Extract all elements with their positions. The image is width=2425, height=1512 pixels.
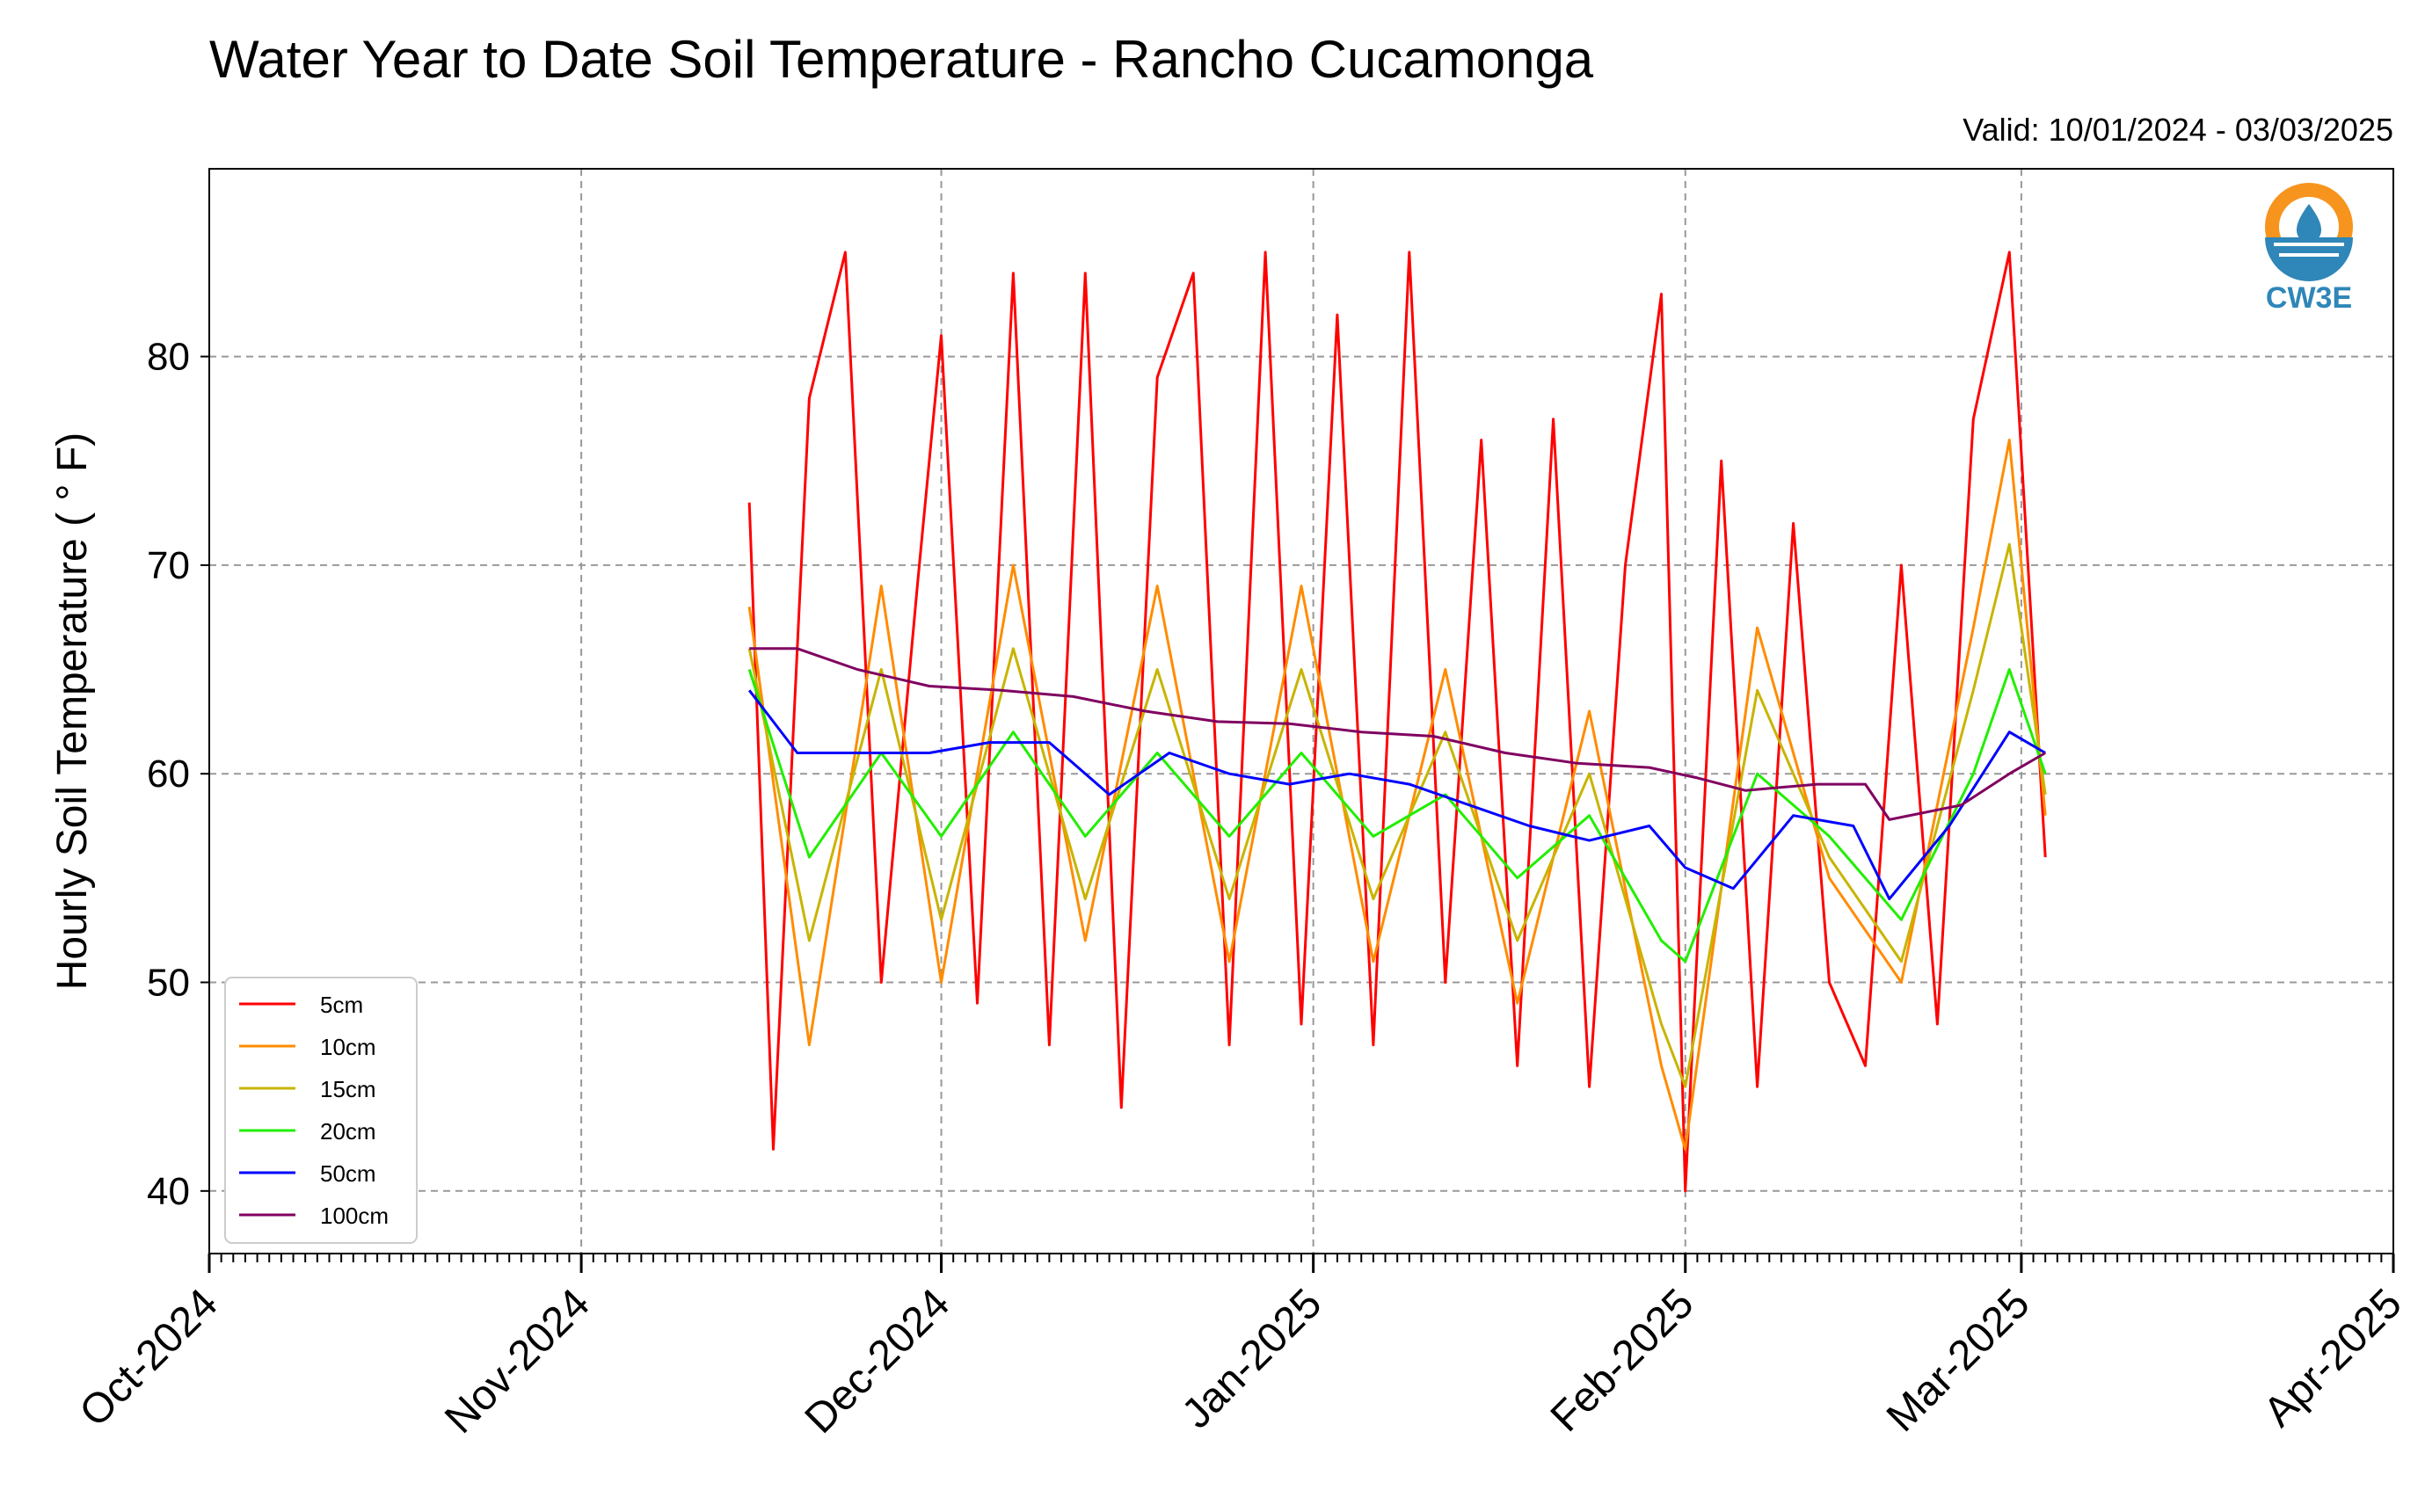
x-tick-label: Mar-2025 [1878,1280,2039,1441]
x-tick-label: Oct-2024 [71,1280,227,1436]
x-tick-label: Nov-2024 [436,1280,599,1443]
water-drop-icon [2297,204,2321,243]
series-line-15cm [747,542,2047,1088]
y-tick-label: 80 [147,336,190,379]
series-line-5cm [747,251,2047,1193]
y-tick-label: 40 [147,1170,190,1213]
logo-wave-lines [2274,243,2344,257]
logo-text: CW3E [2266,281,2352,315]
legend: 5cm 10cm 15cm 20cm 50cm 100cm [224,977,418,1244]
series-line-20cm [747,668,2047,963]
legend-label-50cm: 50cm [320,1160,376,1187]
series-line-100cm [749,647,2046,821]
plot-frame [208,168,2394,1254]
x-tick-label: Apr-2025 [2255,1280,2411,1436]
x-axis: Oct-2024 Nov-2024 Dec-2024 Jan-2025 Feb-2025… [71,1254,2411,1443]
legend-label-100cm: 100cm [320,1203,389,1229]
y-tick-label: 50 [147,962,190,1005]
legend-label-10cm: 10cm [320,1034,376,1060]
series-lines [747,251,2047,1193]
grid-lines [209,169,2393,1254]
legend-box [224,977,418,1244]
x-tick-label: Dec-2024 [797,1280,959,1443]
y-axis-label: Hourly Soil Temperature ( ° F) [49,433,96,991]
valid-date-range: Valid: 10/01/2024 - 03/03/2025 [1963,112,2393,148]
y-axis: 40 50 60 70 80 [147,336,209,1213]
series-line-50cm [748,689,2046,901]
legend-label-15cm: 15cm [320,1076,376,1102]
legend-label-20cm: 20cm [320,1118,376,1145]
series-line-10cm [747,439,2047,1151]
cw3e-logo: CW3E [2265,183,2353,315]
x-tick-label: Jan-2025 [1173,1280,1330,1437]
x-tick-label: Feb-2025 [1542,1280,1703,1441]
y-tick-label: 60 [147,752,190,796]
y-tick-label: 70 [147,544,190,587]
logo-wave [2265,237,2353,281]
legend-label-5cm: 5cm [320,992,363,1018]
chart-title: Water Year to Date Soil Temperature - Ra… [209,30,1594,89]
